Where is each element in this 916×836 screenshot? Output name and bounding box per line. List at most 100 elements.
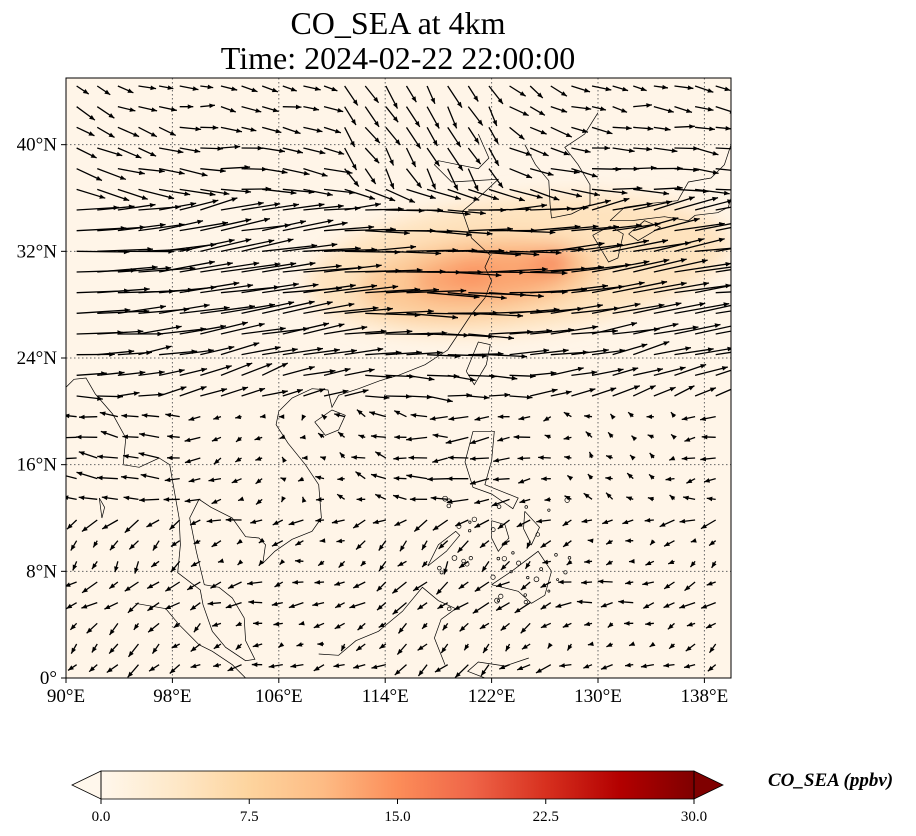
wind-arrow — [488, 127, 499, 145]
lon-tick-label: 98°E — [153, 686, 191, 707]
wind-arrow — [625, 538, 634, 544]
wind-arrow — [313, 622, 325, 629]
wind-arrow — [282, 104, 302, 110]
wind-arrow — [253, 621, 263, 626]
wind-arrow — [173, 622, 181, 629]
wind-arrow — [344, 202, 381, 211]
map-time-subtitle: Time: 2024-02-22 22:00:00 — [220, 40, 576, 76]
wind-arrow — [674, 347, 714, 356]
wind-arrow — [715, 125, 731, 131]
wind-arrow — [653, 366, 686, 376]
wind-arrow — [114, 561, 119, 573]
wind-arrow — [385, 309, 434, 314]
wind-arrow — [626, 496, 634, 501]
wind-arrow — [588, 451, 594, 459]
wind-arrow — [447, 292, 507, 300]
coastline — [427, 530, 461, 567]
wind-arrow — [220, 386, 249, 397]
wind-arrow — [158, 147, 184, 154]
wind-arrow — [271, 540, 284, 547]
island — [509, 570, 513, 574]
wind-arrow — [674, 323, 721, 335]
wind-arrow — [251, 662, 263, 667]
wind-arrow — [302, 496, 307, 503]
wind-arrow — [583, 492, 593, 500]
wind-arrow — [703, 478, 716, 483]
wind-arrow — [91, 643, 98, 653]
wind-arrow — [683, 663, 696, 669]
wind-arrow — [76, 106, 96, 121]
island — [533, 576, 540, 583]
wind-arrow — [447, 209, 486, 216]
wind-arrow — [109, 540, 119, 551]
wind-arrow — [303, 369, 336, 376]
wind-arrow — [544, 434, 552, 440]
wind-arrow — [262, 389, 288, 397]
island — [567, 556, 572, 560]
wind-arrow — [405, 168, 423, 189]
colorbar-tick-label: 15.0 — [384, 809, 410, 825]
wind-arrow — [397, 560, 407, 567]
wind-arrow — [550, 147, 570, 156]
wind-arrow — [220, 144, 241, 150]
wind-arrow — [138, 85, 157, 91]
wind-arrow — [518, 478, 531, 484]
wind-arrow — [272, 519, 284, 526]
lon-tick-label: 114°E — [362, 686, 409, 707]
island — [496, 504, 502, 509]
wind-arrow — [591, 239, 650, 252]
wind-arrow — [200, 365, 232, 376]
wind-arrow — [344, 147, 358, 171]
wind-arrow — [488, 266, 548, 273]
wind-arrow — [563, 435, 572, 441]
wind-arrow — [179, 324, 227, 335]
wind-arrow — [605, 454, 613, 460]
colorbar-extend-high — [693, 770, 724, 800]
wind-arrow — [571, 370, 598, 376]
wind-arrow — [684, 436, 696, 442]
wind-arrow — [429, 416, 448, 421]
wind-arrow — [581, 518, 593, 524]
wind-arrow — [612, 238, 669, 252]
wind-arrow — [288, 602, 304, 609]
wind-arrow — [370, 434, 386, 439]
wind-arrow — [605, 539, 613, 545]
wind-arrow — [278, 414, 285, 419]
wind-arrow — [336, 493, 346, 500]
wind-arrow — [550, 284, 609, 294]
island — [523, 600, 528, 605]
island — [447, 606, 452, 611]
wind-arrow — [97, 287, 150, 294]
wind-arrow — [352, 581, 366, 589]
wind-arrow — [76, 85, 90, 95]
wind-arrow — [262, 188, 297, 195]
lat-tick-label: 16°N — [17, 455, 58, 476]
wind-arrow — [642, 581, 654, 586]
wind-arrow — [397, 622, 407, 634]
wind-arrow — [241, 326, 286, 335]
wind-arrow — [211, 436, 222, 442]
lon-tick-label: 90°E — [47, 686, 85, 707]
wind-arrow — [91, 560, 98, 570]
lat-tick-label: 0° — [40, 668, 57, 689]
wind-arrow — [120, 475, 139, 480]
wind-arrow — [323, 263, 382, 273]
wind-arrow — [337, 476, 345, 482]
wind-arrow — [562, 519, 572, 527]
wind-arrow — [427, 230, 472, 237]
wind-arrow — [66, 602, 77, 610]
wind-arrow — [497, 414, 510, 420]
wind-arrow — [344, 389, 369, 397]
wind-arrow — [529, 106, 546, 116]
wind-arrow — [447, 126, 462, 148]
wind-arrow — [262, 126, 282, 134]
wind-arrow — [406, 374, 435, 382]
wind-arrow — [231, 478, 242, 484]
wind-arrow — [301, 414, 307, 421]
wind-arrow — [188, 416, 201, 421]
wind-arrow — [138, 188, 175, 200]
wind-arrow — [344, 85, 359, 106]
wind-arrow — [207, 601, 222, 606]
wind-arrow — [323, 85, 338, 92]
wind-arrow — [699, 416, 716, 421]
